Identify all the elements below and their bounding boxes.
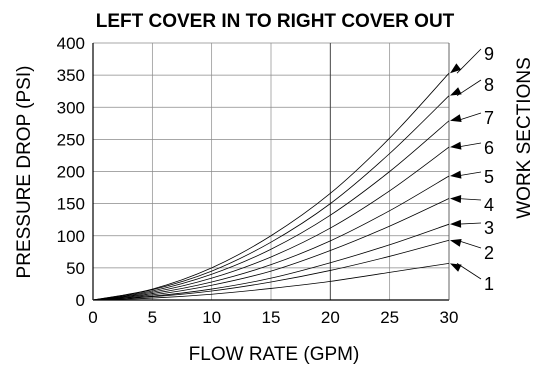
arrowhead-5 (450, 170, 462, 179)
curve-label-3: 3 (484, 218, 494, 238)
arrowhead-7 (450, 114, 462, 123)
x-tick-label-5: 5 (148, 308, 157, 327)
x-tick-label-30: 30 (440, 308, 459, 327)
arrowhead-9 (450, 63, 462, 74)
series-line-3 (92, 223, 450, 301)
series-line-2 (92, 239, 450, 301)
series-lines (92, 72, 450, 301)
curve-label-8: 8 (484, 75, 494, 95)
series-line-9 (92, 72, 450, 301)
y-tick-label-400: 400 (57, 34, 85, 53)
series-line-5 (92, 175, 450, 301)
x-tick-label-15: 15 (262, 308, 281, 327)
arrowhead-6 (450, 141, 462, 150)
y-tick-label-250: 250 (57, 130, 85, 149)
curve-labels: 1 2 3 4 5 6 7 8 9 (450, 44, 494, 294)
y-tick-label-0: 0 (76, 291, 85, 310)
work-sections-label: WORK SECTIONS (514, 57, 535, 219)
arrowhead-1 (450, 263, 462, 272)
y-tick-label-100: 100 (57, 227, 85, 246)
tick-labels: 0 50 100 150 200 250 300 350 400 0 5 10 15 20 25 30 (57, 34, 459, 327)
series-line-4 (92, 198, 450, 301)
arrowhead-4 (450, 195, 462, 204)
leader-line-1 (456, 263, 482, 280)
axes (92, 43, 450, 301)
y-tick-label-200: 200 (57, 163, 85, 182)
leader-line-8 (456, 79, 482, 97)
curve-label-9: 9 (484, 44, 494, 64)
curve-label-6: 6 (484, 138, 494, 158)
curve-label-7: 7 (484, 108, 494, 128)
x-tick-label-25: 25 (380, 308, 399, 327)
arrowhead-3 (450, 219, 462, 228)
x-tick-label-10: 10 (202, 308, 221, 327)
grid (93, 42, 449, 300)
y-tick-label-350: 350 (57, 66, 85, 85)
y-axis-label: PRESSURE DROP (PSI) (14, 66, 35, 279)
arrowhead-8 (450, 87, 462, 96)
chart-title: LEFT COVER IN TO RIGHT COVER OUT (96, 11, 455, 32)
y-tick-label-50: 50 (66, 259, 85, 278)
curve-label-5: 5 (484, 167, 494, 187)
curve-label-4: 4 (484, 195, 494, 215)
series-line-6 (92, 146, 450, 301)
x-axis-label: FLOW RATE (GPM) (189, 344, 360, 365)
curve-label-1: 1 (484, 274, 494, 294)
series-line-8 (92, 95, 450, 301)
series-line-1 (92, 262, 450, 301)
curve-label-2: 2 (484, 243, 494, 263)
series-line-7 (92, 120, 450, 301)
x-tick-label-0: 0 (88, 308, 97, 327)
y-tick-label-150: 150 (57, 195, 85, 214)
leader-line-9 (456, 48, 482, 74)
y-tick-label-300: 300 (57, 98, 85, 117)
x-tick-label-20: 20 (321, 308, 340, 327)
arrowhead-2 (450, 238, 462, 247)
